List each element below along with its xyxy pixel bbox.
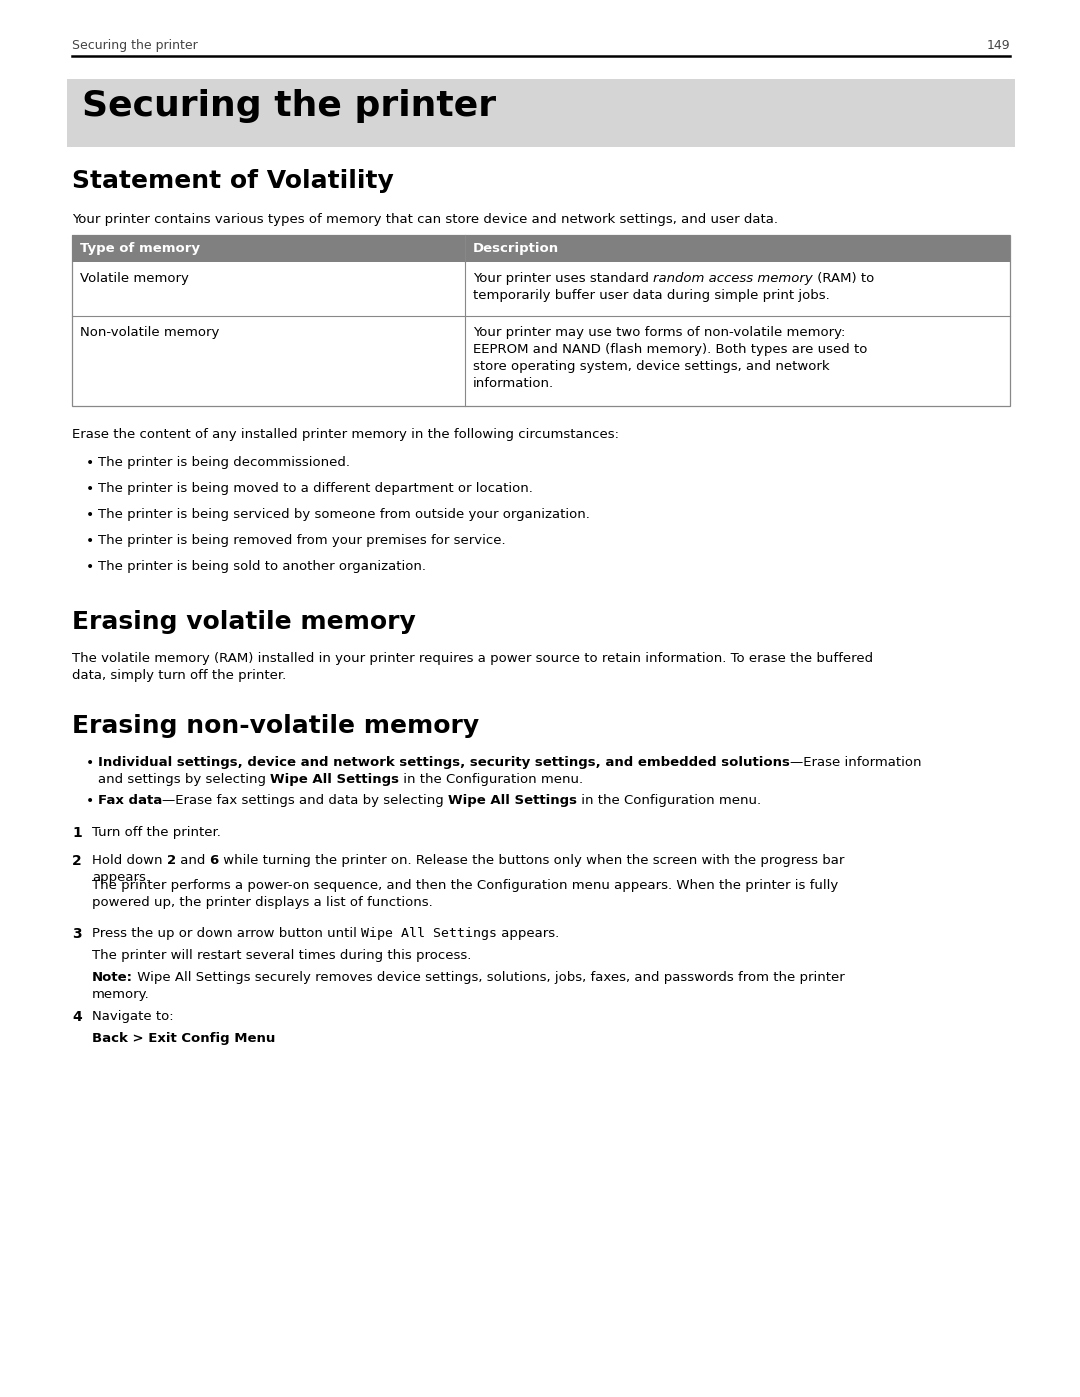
Text: Securing the printer: Securing the printer — [82, 89, 496, 123]
Text: —Erase information: —Erase information — [789, 756, 921, 768]
Text: The printer is being serviced by someone from outside your organization.: The printer is being serviced by someone… — [98, 509, 590, 521]
Text: •: • — [86, 482, 94, 496]
Text: Statement of Volatility: Statement of Volatility — [72, 169, 394, 193]
Text: and: and — [176, 854, 210, 868]
Text: —Erase fax settings and data by selecting: —Erase fax settings and data by selectin… — [162, 793, 448, 807]
Bar — [72, 235, 1010, 407]
Text: powered up, the printer displays a list of functions.: powered up, the printer displays a list … — [92, 895, 433, 909]
Text: Press the up or down arrow button until: Press the up or down arrow button until — [92, 928, 361, 940]
Text: •: • — [86, 793, 94, 807]
Text: Hold down: Hold down — [92, 854, 166, 868]
Text: The printer is being moved to a different department or location.: The printer is being moved to a differen… — [98, 482, 532, 495]
Text: random access memory: random access memory — [653, 272, 813, 285]
Text: Individual settings, device and network settings, security settings, and embedde: Individual settings, device and network … — [98, 756, 789, 768]
Text: •: • — [86, 756, 94, 770]
Text: appears.: appears. — [497, 928, 559, 940]
Text: 149: 149 — [986, 39, 1010, 52]
Text: The printer will restart several times during this process.: The printer will restart several times d… — [92, 949, 471, 963]
Text: The printer is being sold to another organization.: The printer is being sold to another org… — [98, 560, 426, 573]
Text: •: • — [86, 534, 94, 548]
Text: and settings by selecting: and settings by selecting — [98, 773, 270, 787]
Text: in the Configuration menu.: in the Configuration menu. — [577, 793, 761, 807]
Text: The printer performs a power-on sequence, and then the Configuration menu appear: The printer performs a power-on sequence… — [92, 879, 838, 893]
Text: memory.: memory. — [92, 988, 150, 1002]
Text: store operating system, device settings, and network: store operating system, device settings,… — [473, 360, 829, 373]
Text: 2: 2 — [72, 854, 82, 868]
Text: 4: 4 — [72, 1010, 82, 1024]
Text: Wipe All Settings securely removes device settings, solutions, jobs, faxes, and : Wipe All Settings securely removes devic… — [133, 971, 845, 983]
Text: Navigate to:: Navigate to: — [92, 1010, 174, 1023]
Text: 3: 3 — [72, 928, 82, 942]
Text: The printer is being decommissioned.: The printer is being decommissioned. — [98, 455, 350, 469]
Text: Fax data: Fax data — [98, 793, 162, 807]
Text: Your printer contains various types of memory that can store device and network : Your printer contains various types of m… — [72, 212, 778, 226]
Text: •: • — [86, 509, 94, 522]
Text: 6: 6 — [210, 854, 219, 868]
Text: 2: 2 — [166, 854, 176, 868]
Text: •: • — [86, 560, 94, 574]
Text: The volatile memory (RAM) installed in your printer requires a power source to r: The volatile memory (RAM) installed in y… — [72, 652, 873, 665]
Text: Wipe All Settings: Wipe All Settings — [448, 793, 577, 807]
Text: information.: information. — [473, 377, 554, 390]
Bar — [67, 80, 1015, 147]
Text: Volatile memory: Volatile memory — [80, 272, 189, 285]
Text: (RAM) to: (RAM) to — [813, 272, 874, 285]
Text: The printer is being removed from your premises for service.: The printer is being removed from your p… — [98, 534, 505, 548]
Text: data, simply turn off the printer.: data, simply turn off the printer. — [72, 669, 286, 682]
Text: Wipe All Settings: Wipe All Settings — [361, 928, 497, 940]
Text: Type of memory: Type of memory — [80, 242, 200, 256]
Text: Note:: Note: — [92, 971, 133, 983]
Bar — [72, 235, 1010, 263]
Text: Erase the content of any installed printer memory in the following circumstances: Erase the content of any installed print… — [72, 427, 619, 441]
Text: 1: 1 — [72, 826, 82, 840]
Text: Erasing non‑volatile memory: Erasing non‑volatile memory — [72, 714, 480, 738]
Text: appears.: appears. — [92, 870, 150, 884]
Text: Non-volatile memory: Non-volatile memory — [80, 326, 219, 339]
Text: Your printer may use two forms of non-volatile memory:: Your printer may use two forms of non-vo… — [473, 326, 846, 339]
Text: Your printer uses standard: Your printer uses standard — [473, 272, 653, 285]
Text: •: • — [86, 455, 94, 469]
Text: in the Configuration menu.: in the Configuration menu. — [400, 773, 583, 787]
Text: Turn off the printer.: Turn off the printer. — [92, 826, 221, 840]
Text: temporarily buffer user data during simple print jobs.: temporarily buffer user data during simp… — [473, 289, 829, 302]
Text: EEPROM and NAND (flash memory). Both types are used to: EEPROM and NAND (flash memory). Both typ… — [473, 344, 867, 356]
Text: Description: Description — [473, 242, 559, 256]
Text: Securing the printer: Securing the printer — [72, 39, 198, 52]
Text: Wipe All Settings: Wipe All Settings — [270, 773, 400, 787]
Text: Erasing volatile memory: Erasing volatile memory — [72, 610, 416, 634]
Text: while turning the printer on. Release the buttons only when the screen with the : while turning the printer on. Release th… — [219, 854, 845, 868]
Text: Back > Exit Config Menu: Back > Exit Config Menu — [92, 1032, 275, 1045]
